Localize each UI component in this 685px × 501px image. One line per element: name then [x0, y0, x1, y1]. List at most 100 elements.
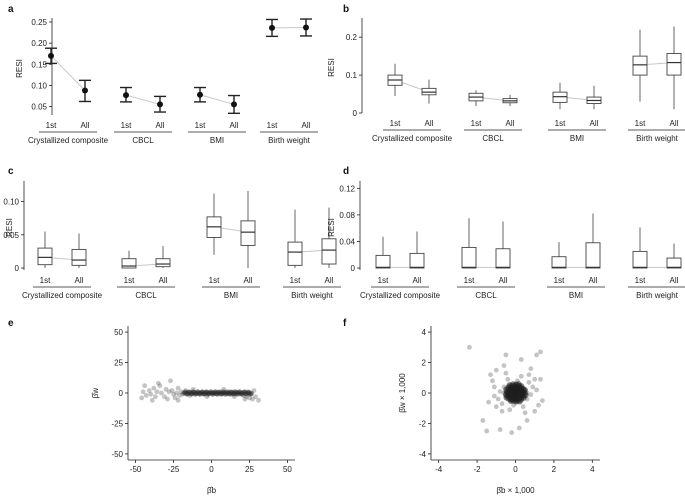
scatter-point: [182, 389, 188, 395]
box: [461, 246, 477, 269]
scatter-point: [491, 384, 497, 390]
sub-label-first: 1st: [554, 276, 565, 285]
scatter-point: [493, 367, 499, 373]
scatter-point: [528, 392, 534, 397]
scatter-point: [528, 366, 534, 372]
group-label: BMI: [224, 291, 238, 300]
sub-label-all: All: [230, 121, 239, 130]
scatter-point: [247, 391, 253, 397]
scatter-point: [534, 387, 540, 393]
scatter-point: [238, 390, 244, 396]
scatter-point: [507, 398, 514, 405]
scatter-point: [245, 390, 251, 396]
scatter-point: [171, 391, 176, 397]
sub-label-all: All: [506, 119, 515, 128]
sub-label-all: All: [499, 276, 508, 285]
scatter-point: [181, 390, 187, 396]
scatter-point: [518, 373, 524, 379]
scatter-point: [203, 389, 209, 395]
sub-label-first: 1st: [124, 276, 135, 285]
box: [632, 55, 648, 76]
scatter-point: [196, 390, 202, 396]
y-tick-label: 0.25: [31, 18, 47, 27]
scatter-point: [526, 379, 532, 385]
scatter-point: [189, 390, 195, 396]
sub-label-first: 1st: [121, 121, 132, 130]
scatter-point: [174, 390, 179, 396]
sub-label-first: 1st: [555, 119, 566, 128]
scatter-point: [216, 389, 223, 395]
scatter-point: [222, 389, 228, 395]
scatter-point: [203, 390, 208, 396]
scatter-point: [522, 410, 528, 416]
scatter-point: [191, 389, 198, 396]
scatter-point: [505, 376, 511, 382]
scatter-point: [193, 390, 199, 396]
scatter-point: [190, 389, 196, 395]
scatter-point: [532, 408, 538, 414]
scatter-points: [139, 378, 261, 403]
scatter-point: [224, 389, 231, 395]
group-label: Birth weight: [636, 134, 679, 143]
scatter-point: [197, 391, 203, 397]
panel-a: a 0.05 0.10 0.15 0.20 0.25 RESI 1st All Crystalli…: [8, 4, 318, 145]
y-axis-label: RESI: [5, 218, 14, 237]
scatter-point: [516, 398, 523, 405]
sub-label-first: 1st: [195, 121, 206, 130]
scatter-point: [204, 394, 210, 400]
scatter-point: [190, 386, 196, 392]
y-tick-label: 0: [15, 264, 20, 273]
scatter-point: [503, 386, 510, 393]
sub-label-all: All: [75, 276, 84, 285]
panel-label: d: [343, 166, 349, 177]
scatter-point: [221, 390, 227, 396]
scatter-point: [239, 391, 245, 397]
scatter-point: [151, 385, 157, 391]
scatter-point: [501, 363, 507, 368]
panel-b: b 0 0.1 0.2 RESI 1st All Crystallized composite…: [327, 4, 685, 143]
scatter-point: [183, 390, 190, 396]
y-tick-label: 0.1: [346, 71, 358, 80]
box: [666, 53, 682, 76]
sub-label-all: All: [425, 119, 434, 128]
dense-cluster: [181, 389, 254, 397]
y-tick-label: 0.04: [339, 237, 355, 246]
scatter-point: [503, 370, 509, 376]
scatter-point: [240, 389, 246, 396]
sub-label-first: 1st: [209, 276, 220, 285]
scatter-point: [168, 378, 173, 384]
scatter-point: [497, 427, 503, 432]
scatter-point: [186, 389, 192, 395]
x-tick-label: 25: [245, 465, 254, 474]
scatter-point: [195, 389, 201, 395]
point-estimate: [303, 24, 309, 31]
scatter-point: [241, 389, 248, 395]
scatter-point: [169, 388, 175, 393]
scatter-point: [215, 391, 220, 397]
box: [666, 257, 682, 269]
scatter-point: [166, 389, 172, 395]
scatter-point: [240, 393, 246, 398]
panel-label: c: [8, 166, 14, 177]
y-tick-label: 0: [119, 389, 124, 398]
group-label: BMI: [210, 136, 224, 145]
scatter-point: [499, 401, 505, 407]
box: [632, 250, 648, 269]
scatter-point: [234, 390, 240, 396]
scatter-point: [146, 388, 152, 393]
sub-label-first: 1st: [635, 119, 646, 128]
scatter-point: [148, 391, 154, 397]
point-estimate: [123, 92, 129, 99]
scatter-point: [231, 394, 237, 400]
x-tick-label: 2: [552, 465, 557, 474]
scatter-point: [237, 391, 243, 397]
scatter-point: [189, 391, 195, 397]
scatter-point: [190, 389, 196, 395]
panel-f: f -4 -2 0 2 4 -4 -2 0 2 4 β̂b × 1,000 β̂w × 1,000: [343, 318, 600, 495]
scatter-point: [231, 391, 237, 397]
x-tick-label: -50: [130, 465, 142, 474]
y-tick-label: -2: [419, 419, 427, 428]
y-tick-label: 0: [422, 389, 427, 398]
scatter-point: [235, 391, 241, 397]
sub-label-all: All: [670, 276, 679, 285]
